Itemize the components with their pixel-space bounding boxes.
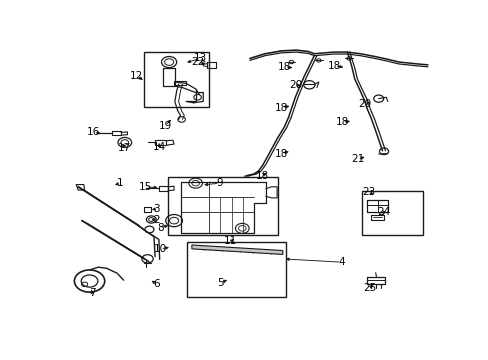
- Text: 25: 25: [363, 283, 376, 293]
- Text: 24: 24: [377, 207, 390, 217]
- Text: 11: 11: [224, 237, 237, 246]
- Text: 18: 18: [327, 61, 341, 71]
- Polygon shape: [191, 245, 282, 255]
- Bar: [143, 52, 209, 107]
- Text: 21: 21: [350, 154, 364, 164]
- Text: 15: 15: [139, 182, 152, 192]
- Text: 4: 4: [338, 257, 344, 267]
- Text: 18: 18: [275, 149, 288, 158]
- Text: 13: 13: [194, 53, 207, 63]
- Bar: [186, 242, 285, 297]
- Text: 1: 1: [116, 178, 123, 188]
- Text: 12: 12: [130, 71, 143, 81]
- Bar: [361, 191, 422, 235]
- Text: 18: 18: [255, 171, 268, 181]
- Text: 22: 22: [190, 57, 204, 67]
- Text: 18: 18: [275, 103, 288, 113]
- Text: 5: 5: [217, 278, 223, 288]
- Text: 20: 20: [288, 80, 301, 90]
- Text: 19: 19: [159, 121, 172, 131]
- Text: 18: 18: [335, 117, 348, 127]
- Text: 7: 7: [89, 288, 95, 298]
- Text: 18: 18: [278, 62, 291, 72]
- Text: 20: 20: [358, 99, 371, 109]
- Text: 9: 9: [216, 178, 223, 188]
- Text: 3: 3: [153, 204, 160, 214]
- Text: 16: 16: [86, 127, 100, 138]
- Text: 6: 6: [153, 279, 160, 289]
- Text: 8: 8: [157, 222, 163, 233]
- Text: 2: 2: [153, 215, 160, 225]
- Text: 17: 17: [118, 143, 131, 153]
- Bar: [168, 177, 277, 235]
- Text: 23: 23: [362, 186, 375, 197]
- Text: 14: 14: [153, 142, 166, 152]
- Text: 10: 10: [154, 244, 166, 254]
